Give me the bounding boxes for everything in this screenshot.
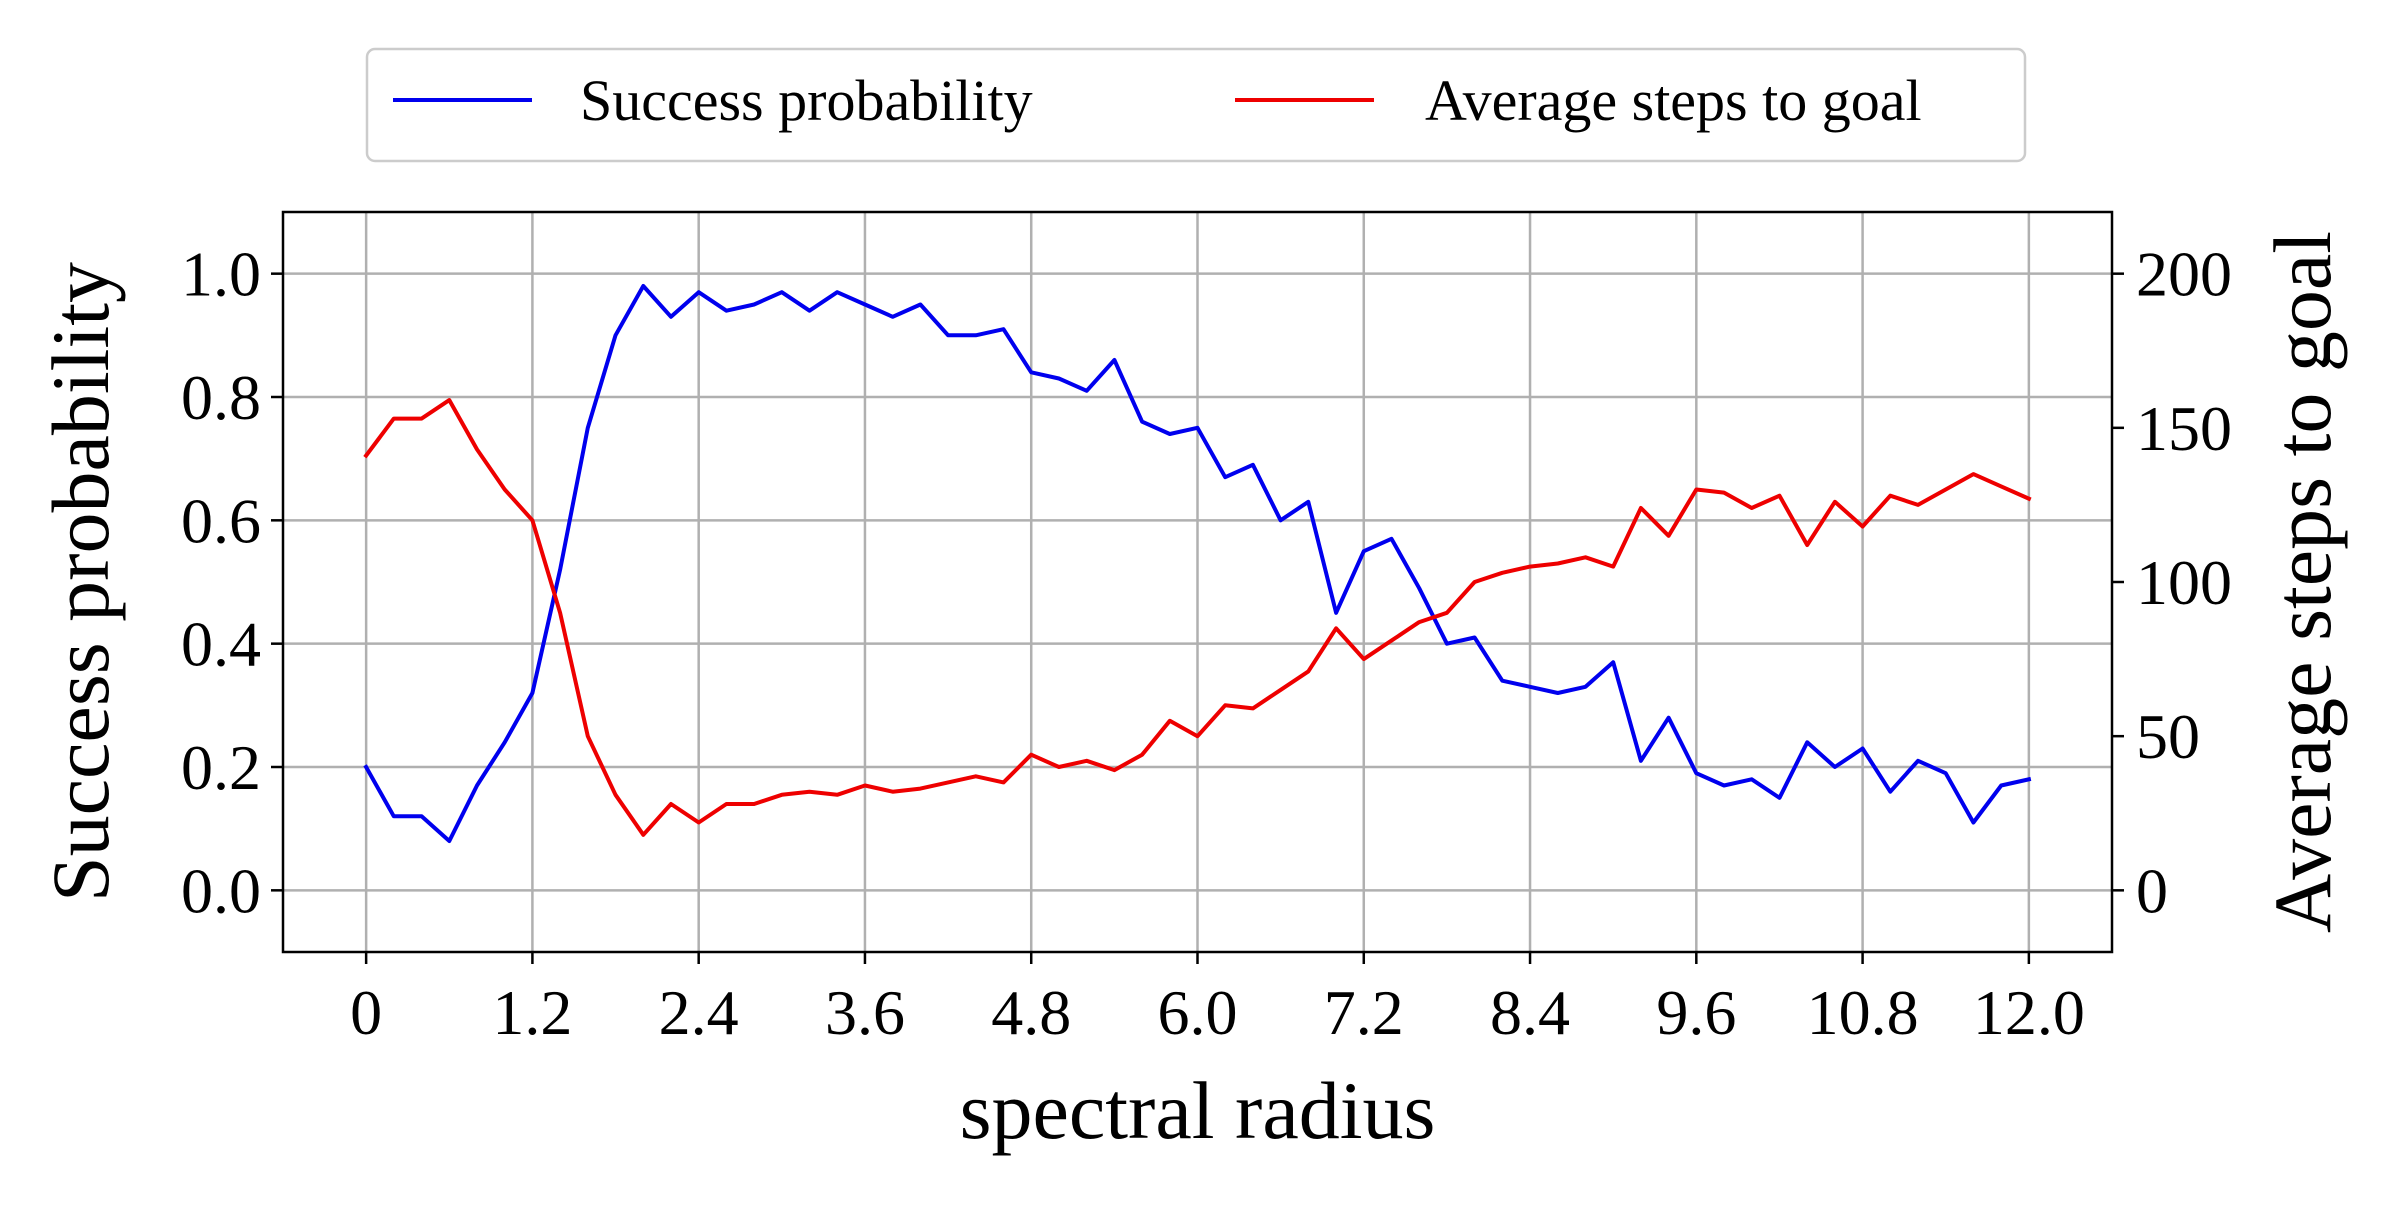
y-left-tick-label: 0.8 <box>181 362 261 433</box>
x-tick-label: 8.4 <box>1490 977 1570 1048</box>
y-left-tick-label: 0.2 <box>181 732 261 803</box>
y-right-tick-label: 50 <box>2136 701 2200 772</box>
x-tick-label: 2.4 <box>659 977 739 1048</box>
x-tick-label: 0 <box>350 977 382 1048</box>
x-tick-label: 6.0 <box>1158 977 1238 1048</box>
legend-box <box>365 47 2027 163</box>
y-left-tick-label: 0.6 <box>181 485 261 556</box>
legend-label-average-steps: Average steps to goal <box>1425 68 1922 133</box>
grid <box>283 212 2112 952</box>
legend-label-success-probability: Success probability <box>580 68 1033 133</box>
series-line-average-steps-to-goal <box>363 398 2032 837</box>
y-left-tick-label: 0.0 <box>181 855 261 926</box>
y-right-tick-label: 100 <box>2136 547 2232 618</box>
y-right-tick-label: 150 <box>2136 393 2232 464</box>
legend: Success probability Average steps to goa… <box>365 47 2027 163</box>
x-tick-label: 10.8 <box>1807 977 1919 1048</box>
y-left-tick-label: 0.4 <box>181 609 261 680</box>
x-tick-label: 4.8 <box>991 977 1071 1048</box>
y-left-tick-label: 1.0 <box>181 239 261 310</box>
y-axis-right-label: Average steps to goal <box>2257 231 2348 933</box>
y-axis-left-label: Success probability <box>35 262 126 902</box>
x-tick-label: 12.0 <box>1973 977 2085 1048</box>
x-tick-label: 3.6 <box>825 977 905 1048</box>
y-right-tick-label: 200 <box>2136 239 2232 310</box>
x-axis-label: spectral radius <box>960 1065 1436 1156</box>
series-line-success-probability <box>363 284 2032 843</box>
x-tick-label: 1.2 <box>492 977 572 1048</box>
x-tick-label: 9.6 <box>1656 977 1736 1048</box>
x-tick-label: 7.2 <box>1324 977 1404 1048</box>
axis-ticks: 0 1.2 2.4 3.6 4.8 6.0 7.2 8.4 9.6 10.8 12.0 0.0 0.2 0… <box>181 239 2232 1048</box>
y-right-tick-label: 0 <box>2136 855 2168 926</box>
series-lines <box>363 284 2032 843</box>
